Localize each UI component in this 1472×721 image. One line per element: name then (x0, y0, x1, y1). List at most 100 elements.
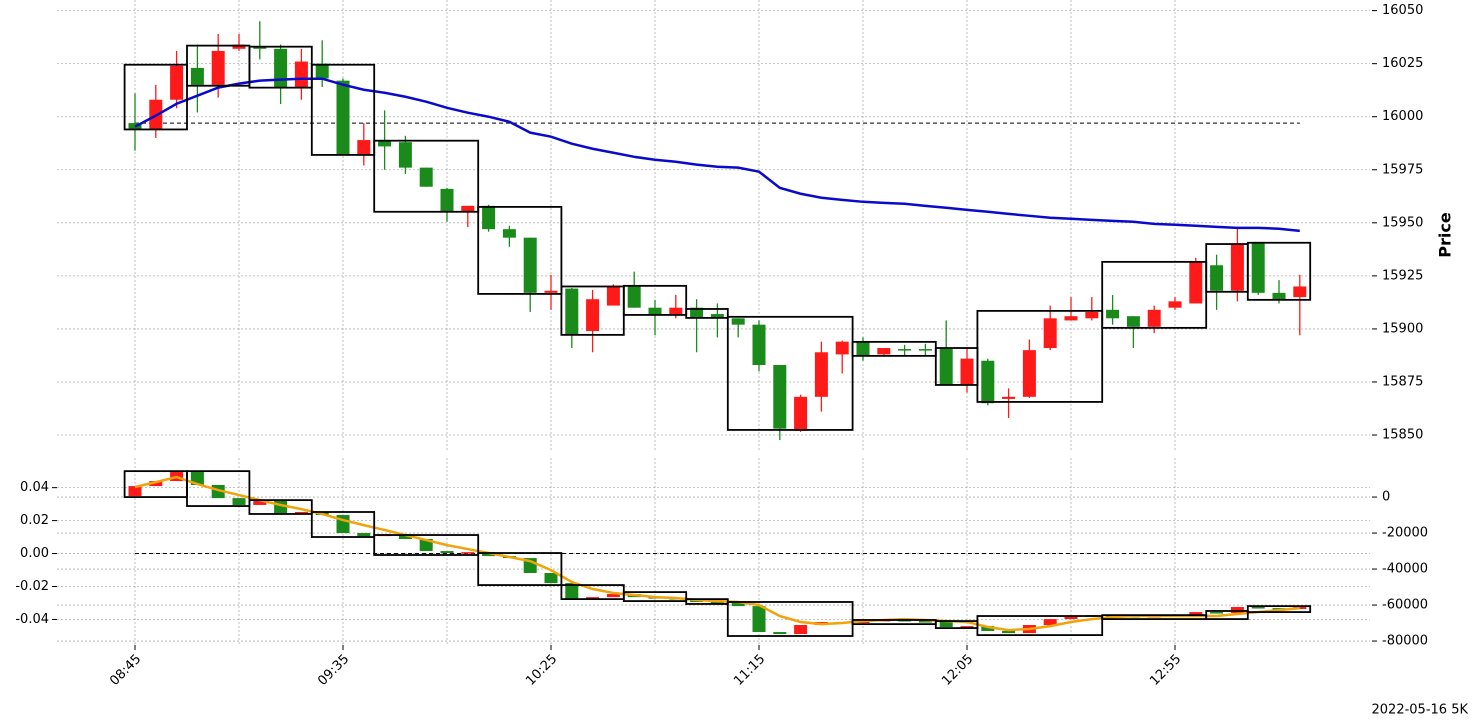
candle-body (1168, 301, 1182, 308)
candle-body (814, 352, 828, 397)
range-box (976, 309, 1104, 403)
candle-body (1189, 612, 1203, 616)
candle-body (960, 358, 974, 385)
footer: 2022-05-16 5K (1372, 703, 1469, 718)
candle-body (960, 626, 974, 628)
moving-average (134, 77, 1300, 233)
candle-body (232, 44, 246, 49)
candle-body (336, 80, 350, 155)
candle-body (773, 632, 787, 635)
range-box (310, 63, 376, 156)
candle-body (315, 63, 329, 79)
candle-body (253, 500, 267, 505)
range-box (622, 591, 688, 602)
candle-body (1043, 318, 1057, 349)
candle-body (856, 341, 870, 357)
y2-tick-label: -60000 (1382, 598, 1428, 613)
candle-body (357, 140, 371, 155)
candle-body (1251, 607, 1265, 609)
y2-tick-label: -20000 (1382, 526, 1428, 541)
range-box (1205, 610, 1249, 620)
candle-body (274, 48, 288, 88)
candle-body (232, 498, 246, 505)
candle-body (1064, 316, 1078, 321)
candle-body (1230, 244, 1244, 291)
candle-body (1210, 612, 1224, 614)
candle-body (294, 511, 308, 514)
candle-body (939, 621, 953, 628)
range-box (373, 139, 480, 213)
x-tick-label: 12:55 (1147, 652, 1184, 689)
candle-body (1002, 630, 1016, 634)
candle-body (211, 50, 225, 85)
candle-body (544, 573, 558, 584)
candle-body (586, 597, 600, 600)
candle-body (482, 205, 496, 230)
x-tick-label: 09:35 (315, 652, 352, 689)
range-box (726, 315, 854, 431)
candle-body (877, 348, 891, 355)
candle-body (190, 67, 204, 85)
candle-body (981, 626, 995, 631)
candle-body (398, 534, 412, 539)
candle-body (461, 205, 475, 213)
candle-body (669, 307, 683, 315)
candle-body (606, 286, 620, 306)
candle-body (731, 603, 745, 607)
candle-body (170, 65, 184, 100)
range-box (477, 206, 563, 295)
candle-body (939, 348, 953, 385)
y-tick-label: 0.02 (20, 513, 49, 528)
candle-body (627, 286, 641, 308)
candle-body (149, 481, 163, 487)
y-tick-label: 15975 (1382, 162, 1423, 177)
x-tick-label: 08:45 (107, 652, 144, 689)
range-box (1101, 260, 1208, 329)
candle-body (586, 299, 600, 332)
candle-body (1064, 616, 1078, 620)
candle-body (1210, 265, 1224, 291)
candle-body (794, 625, 808, 635)
candle-body (565, 583, 579, 600)
candle-body (419, 167, 433, 187)
moving-average (134, 475, 1300, 632)
y2-tick-label: 0 (1382, 490, 1390, 505)
candle-body (606, 594, 620, 598)
candle-body (731, 318, 745, 325)
candle-body (1293, 607, 1307, 610)
y-tick-label: -0.02 (15, 579, 49, 594)
candle-body (752, 606, 766, 633)
candle-body (710, 601, 724, 604)
candle-body (440, 188, 454, 213)
candle-body (794, 396, 808, 431)
y2-tick-label: -80000 (1382, 634, 1428, 649)
candle-body (835, 341, 849, 355)
y-tick-label: 15900 (1382, 321, 1423, 336)
candle-body (918, 349, 932, 351)
candle-body (1106, 309, 1120, 319)
range-box (685, 308, 729, 319)
range-box (248, 499, 313, 515)
candle-body (1002, 396, 1016, 399)
range-box (976, 615, 1104, 637)
range-box (622, 284, 688, 316)
range-box (123, 63, 188, 131)
candle-body (1230, 607, 1244, 613)
y-tick-label: 0.00 (20, 546, 49, 561)
candle-body (1272, 292, 1286, 300)
candle-body (1043, 619, 1057, 626)
candle-body (1147, 309, 1161, 327)
candle-body (981, 360, 995, 404)
range-box (186, 470, 251, 507)
candle-body (565, 288, 579, 336)
candle-body (523, 237, 537, 293)
range-box (310, 511, 376, 538)
y-tick-label: -0.04 (15, 612, 49, 627)
candle-body (1189, 261, 1203, 304)
candle-body (398, 142, 412, 168)
candle-body (502, 229, 516, 238)
range-box (477, 552, 563, 586)
candle-body (128, 486, 142, 496)
y-tick-label: 16000 (1382, 109, 1423, 124)
